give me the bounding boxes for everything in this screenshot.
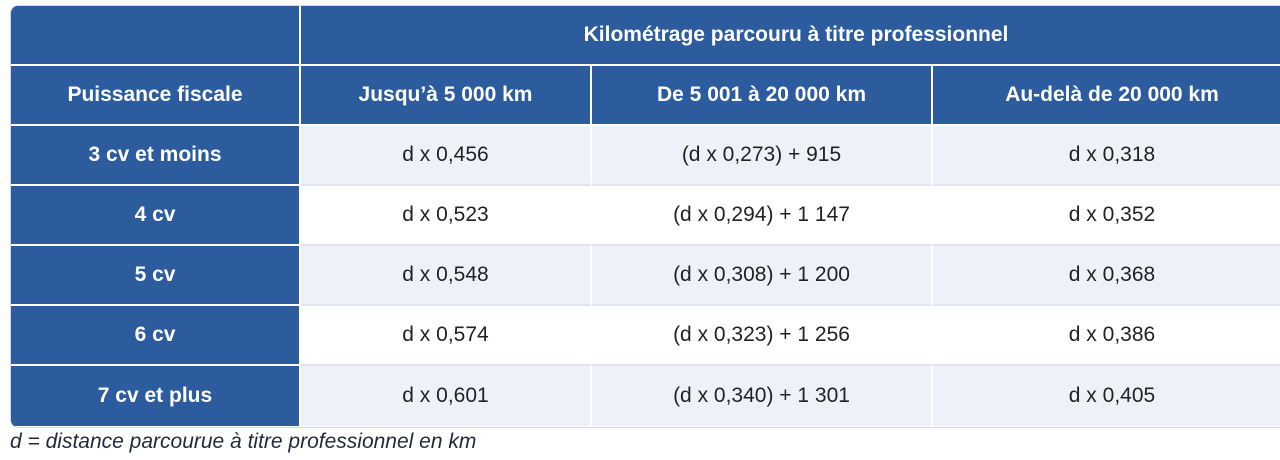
table-cell: d x 0,548 (301, 246, 592, 306)
column-header-up-to-5000: Jusqu’à 5 000 km (301, 66, 592, 126)
footnote: d = distance parcourue à titre professio… (10, 430, 477, 453)
table-cell: (d x 0,323) + 1 256 (592, 306, 933, 366)
table-cell: (d x 0,308) + 1 200 (592, 246, 933, 306)
row-header-power: 5 cv (11, 246, 301, 306)
table-cell: d x 0,574 (301, 306, 592, 366)
table-cell: d x 0,405 (933, 366, 1280, 426)
column-header-5001-to-20000: De 5 001 à 20 000 km (592, 66, 933, 126)
header-corner-empty (11, 6, 301, 66)
table-cell: d x 0,368 (933, 246, 1280, 306)
column-header-fiscal-power: Puissance fiscale (11, 66, 301, 126)
table-cell: (d x 0,273) + 915 (592, 126, 933, 186)
row-header-power: 7 cv et plus (11, 366, 301, 426)
table-grid: Kilométrage parcouru à titre professionn… (11, 6, 1280, 427)
mileage-scale-table: Kilométrage parcouru à titre professionn… (10, 5, 1280, 428)
column-header-over-20000: Au-delà de 20 000 km (933, 66, 1280, 126)
table-cell: d x 0,352 (933, 186, 1280, 246)
table-cell: (d x 0,294) + 1 147 (592, 186, 933, 246)
table-cell: (d x 0,340) + 1 301 (592, 366, 933, 426)
row-header-power: 3 cv et moins (11, 126, 301, 186)
table-cell: d x 0,523 (301, 186, 592, 246)
table-cell: d x 0,456 (301, 126, 592, 186)
group-header: Kilométrage parcouru à titre professionn… (301, 6, 1280, 66)
row-header-power: 4 cv (11, 186, 301, 246)
table-cell: d x 0,386 (933, 306, 1280, 366)
row-header-power: 6 cv (11, 306, 301, 366)
table-cell: d x 0,318 (933, 126, 1280, 186)
table-cell: d x 0,601 (301, 366, 592, 426)
